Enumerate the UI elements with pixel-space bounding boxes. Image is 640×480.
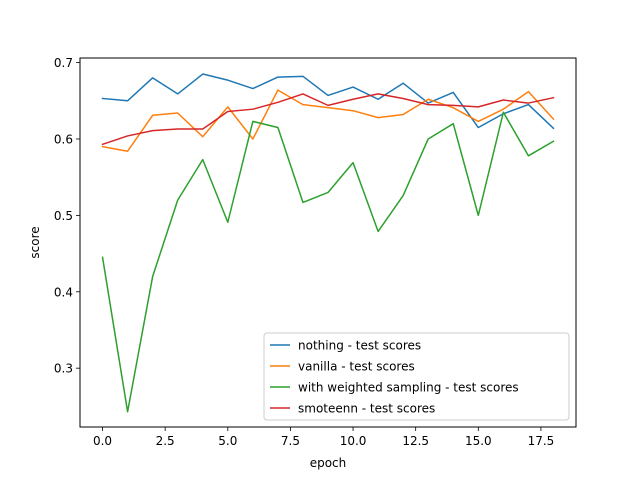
y-tick-label: 0.6 xyxy=(54,132,73,146)
y-tick-label: 0.4 xyxy=(54,285,73,299)
legend-label: smoteenn - test scores xyxy=(298,402,435,416)
x-tick-label: 17.5 xyxy=(528,434,555,448)
x-tick-label: 15.0 xyxy=(465,434,492,448)
legend-label: with weighted sampling - test scores xyxy=(298,381,519,395)
series-line-1 xyxy=(101,73,555,130)
y-axis-label: score xyxy=(28,226,42,258)
x-tick-label: 10.0 xyxy=(340,434,367,448)
series-layer xyxy=(101,73,555,413)
series-line-4 xyxy=(101,93,555,146)
y-axis-ticks: 0.3 0.4 0.5 0.6 0.7 xyxy=(54,56,80,376)
x-axis-label: epoch xyxy=(310,456,347,470)
y-tick-label: 0.3 xyxy=(54,362,73,376)
y-tick-label: 0.5 xyxy=(54,209,73,223)
legend-label: nothing - test scores xyxy=(298,339,421,353)
x-tick-label: 0.0 xyxy=(93,434,112,448)
legend-box xyxy=(263,332,570,421)
legend-label: vanilla - test scores xyxy=(298,360,415,374)
plot-frame xyxy=(79,57,577,428)
x-tick-label: 7.5 xyxy=(281,434,300,448)
series-line-3 xyxy=(101,111,555,413)
legend: nothing - test scores vanilla - test scor… xyxy=(263,332,570,421)
x-tick-label: 12.5 xyxy=(402,434,429,448)
x-tick-label: 2.5 xyxy=(156,434,175,448)
x-axis-ticks: 0.0 2.5 5.0 7.5 10.0 12.5 15.0 17.5 xyxy=(93,427,554,448)
series-line-2 xyxy=(101,89,555,152)
y-tick-label: 0.7 xyxy=(54,56,73,70)
x-tick-label: 5.0 xyxy=(218,434,237,448)
